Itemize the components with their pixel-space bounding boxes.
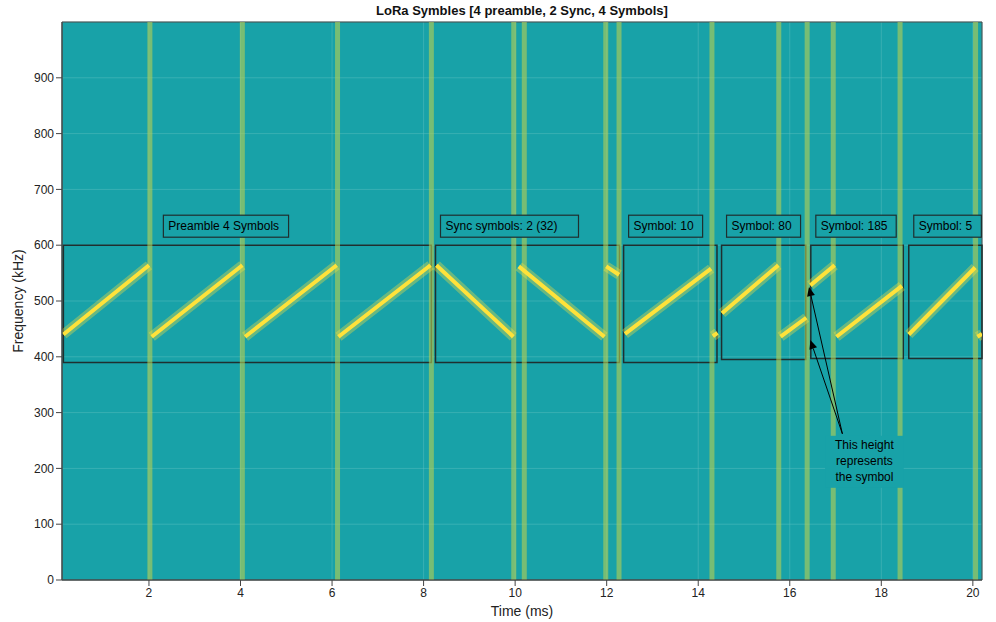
svg-text:Symbol: 185: Symbol: 185 [821,219,888,233]
svg-text:500: 500 [34,294,54,308]
svg-text:Preamble 4 Symbols: Preamble 4 Symbols [168,219,279,233]
svg-text:12: 12 [600,586,614,600]
svg-text:400: 400 [34,350,54,364]
svg-text:8: 8 [420,586,427,600]
svg-text:100: 100 [34,517,54,531]
svg-text:4: 4 [237,586,244,600]
svg-text:Symbol: 80: Symbol: 80 [732,219,792,233]
svg-text:6: 6 [329,586,336,600]
svg-text:300: 300 [34,406,54,420]
svg-text:Sync symbols: 2 (32): Sync symbols: 2 (32) [445,219,557,233]
svg-text:14: 14 [692,586,706,600]
svg-text:16: 16 [783,586,797,600]
svg-text:800: 800 [34,127,54,141]
html-text:LoRa Symbles [4 preamble, 2 Sy: LoRa Symbles [4 preamble, 2 Sync, 4 Symb… [376,3,668,18]
svg-text:0: 0 [47,573,54,587]
svg-text:700: 700 [34,183,54,197]
svg-text:Symbol: 10: Symbol: 10 [634,219,694,233]
svg-text:200: 200 [34,462,54,476]
svg-text:20: 20 [966,586,980,600]
svg-text:Time (ms): Time (ms) [491,603,553,619]
svg-text:This heightrepresentsthe symbo: This heightrepresentsthe symbol [835,438,894,484]
svg-text:900: 900 [34,71,54,85]
svg-text:10: 10 [508,586,522,600]
svg-text:2: 2 [146,586,153,600]
svg-text:Frequency (kHz): Frequency (kHz) [10,249,26,352]
svg-text:600: 600 [34,238,54,252]
svg-text:Symbol: 5: Symbol: 5 [919,219,973,233]
svg-text:18: 18 [875,586,889,600]
